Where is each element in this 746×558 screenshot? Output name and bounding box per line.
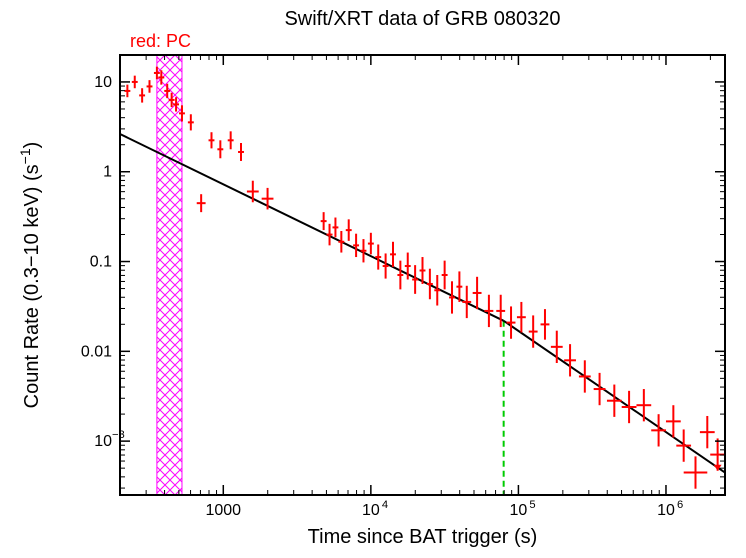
svg-text:Swift/XRT data of GRB 080320: Swift/XRT data of GRB 080320 — [284, 8, 560, 30]
svg-text:4: 4 — [382, 499, 388, 511]
svg-text:1: 1 — [103, 164, 112, 181]
svg-text:10: 10 — [94, 74, 112, 91]
svg-text:10: 10 — [657, 502, 675, 519]
svg-text:−3: −3 — [112, 429, 125, 441]
chart-svg: 100010410510610−30.010.1110Swift/XRT dat… — [0, 0, 746, 558]
svg-text:0.01: 0.01 — [81, 343, 112, 360]
svg-text:10: 10 — [94, 433, 112, 450]
svg-text:1000: 1000 — [205, 502, 241, 519]
chart-container: 100010410510610−30.010.1110Swift/XRT dat… — [0, 0, 746, 558]
svg-text:10: 10 — [362, 502, 380, 519]
svg-text:10: 10 — [510, 502, 528, 519]
svg-text:Count Rate (0.3−10 keV) (s−1): Count Rate (0.3−10 keV) (s−1) — [17, 142, 43, 409]
svg-text:5: 5 — [529, 499, 535, 511]
svg-text:6: 6 — [677, 499, 683, 511]
svg-text:Time since BAT trigger (s): Time since BAT trigger (s) — [308, 526, 538, 548]
svg-text:red: PC: red: PC — [130, 31, 191, 51]
svg-text:0.1: 0.1 — [90, 254, 112, 271]
